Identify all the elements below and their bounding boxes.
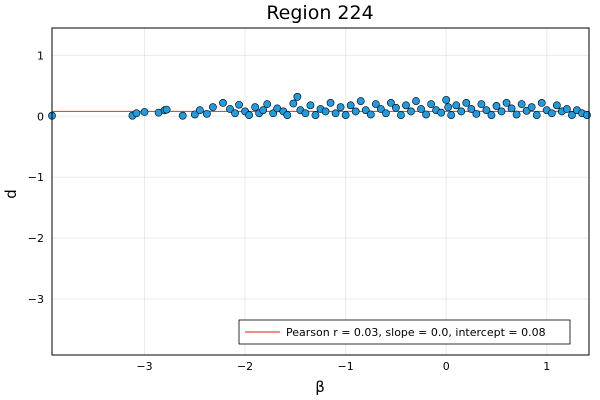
data-point bbox=[447, 111, 456, 119]
x-tick-labels: −3 −2 −1 0 1 bbox=[136, 360, 550, 373]
data-point bbox=[140, 108, 149, 116]
data-point bbox=[371, 100, 380, 109]
x-tick-label: −2 bbox=[237, 360, 253, 373]
data-point bbox=[417, 105, 425, 113]
data-point bbox=[472, 109, 481, 118]
data-point bbox=[457, 107, 466, 116]
data-point bbox=[583, 111, 591, 119]
data-point bbox=[231, 109, 239, 118]
data-point bbox=[190, 110, 199, 119]
data-point bbox=[293, 92, 302, 101]
data-point bbox=[226, 105, 234, 113]
y-tick-labels: −3 −2 −1 0 1 bbox=[28, 49, 44, 306]
data-point bbox=[562, 105, 571, 113]
x-tick-label: 1 bbox=[543, 360, 550, 373]
data-point bbox=[321, 107, 330, 116]
data-point bbox=[195, 106, 204, 115]
data-point bbox=[306, 101, 315, 110]
data-point bbox=[512, 110, 521, 119]
data-point bbox=[235, 100, 243, 109]
data-point bbox=[259, 106, 268, 115]
data-point bbox=[356, 97, 365, 105]
y-tick-label: −3 bbox=[28, 293, 44, 306]
data-point bbox=[132, 109, 141, 118]
data-point bbox=[462, 98, 471, 107]
data-point bbox=[311, 111, 320, 119]
y-tick-label: −2 bbox=[28, 232, 44, 245]
data-point bbox=[366, 110, 375, 119]
data-point bbox=[162, 105, 171, 114]
data-point bbox=[289, 99, 298, 108]
data-point bbox=[202, 109, 211, 118]
data-point bbox=[422, 110, 430, 119]
y-axis-label: d bbox=[2, 189, 20, 199]
data-point bbox=[552, 101, 561, 110]
data-point bbox=[482, 106, 491, 115]
data-point bbox=[402, 101, 410, 110]
data-point bbox=[351, 107, 360, 116]
data-point bbox=[532, 111, 541, 119]
x-tick-label: −3 bbox=[136, 360, 152, 373]
data-point bbox=[477, 100, 486, 109]
data-point bbox=[497, 107, 506, 116]
data-point bbox=[301, 109, 310, 118]
data-point bbox=[336, 103, 345, 112]
data-point bbox=[251, 103, 260, 112]
data-point bbox=[517, 100, 526, 109]
data-point bbox=[331, 109, 340, 118]
data-point bbox=[442, 95, 451, 104]
data-point bbox=[547, 109, 556, 118]
data-point bbox=[326, 98, 335, 107]
data-point bbox=[376, 105, 385, 113]
data-point bbox=[527, 103, 536, 112]
data-point bbox=[568, 111, 576, 119]
data-point bbox=[452, 101, 461, 110]
data-points bbox=[48, 92, 591, 120]
legend: Pearson r = 0.03, slope = 0.0, intercept… bbox=[238, 319, 571, 345]
grid bbox=[52, 28, 589, 355]
y-tick-label: 0 bbox=[37, 110, 44, 123]
data-point bbox=[381, 109, 390, 118]
y-tick-label: 1 bbox=[37, 49, 44, 62]
data-point bbox=[407, 107, 415, 116]
data-point bbox=[346, 101, 355, 110]
data-point bbox=[392, 103, 400, 112]
data-point bbox=[178, 111, 187, 120]
x-axis-label: β bbox=[315, 378, 325, 396]
data-point bbox=[245, 111, 254, 119]
data-point bbox=[283, 111, 292, 119]
legend-label: Pearson r = 0.03, slope = 0.0, intercept… bbox=[286, 326, 546, 339]
data-point bbox=[427, 100, 436, 109]
data-point bbox=[502, 98, 511, 107]
legend-box bbox=[238, 319, 571, 345]
data-point bbox=[361, 106, 370, 115]
data-point bbox=[412, 97, 420, 105]
data-point bbox=[263, 100, 272, 109]
data-point bbox=[386, 98, 395, 107]
data-point bbox=[507, 104, 516, 113]
data-point bbox=[397, 111, 405, 119]
data-point bbox=[467, 105, 476, 113]
data-point bbox=[487, 111, 496, 119]
data-point bbox=[444, 103, 453, 112]
data-point bbox=[537, 98, 546, 107]
x-tick-label: 0 bbox=[443, 360, 450, 373]
data-point bbox=[219, 98, 227, 107]
x-tick-label: −1 bbox=[338, 360, 354, 373]
y-tick-label: −1 bbox=[28, 171, 44, 184]
data-point bbox=[341, 111, 350, 119]
data-point bbox=[437, 108, 446, 117]
plot-frame bbox=[51, 27, 590, 356]
chart-title: Region 224 bbox=[266, 2, 373, 24]
data-point bbox=[208, 103, 217, 112]
data-point bbox=[492, 102, 501, 110]
